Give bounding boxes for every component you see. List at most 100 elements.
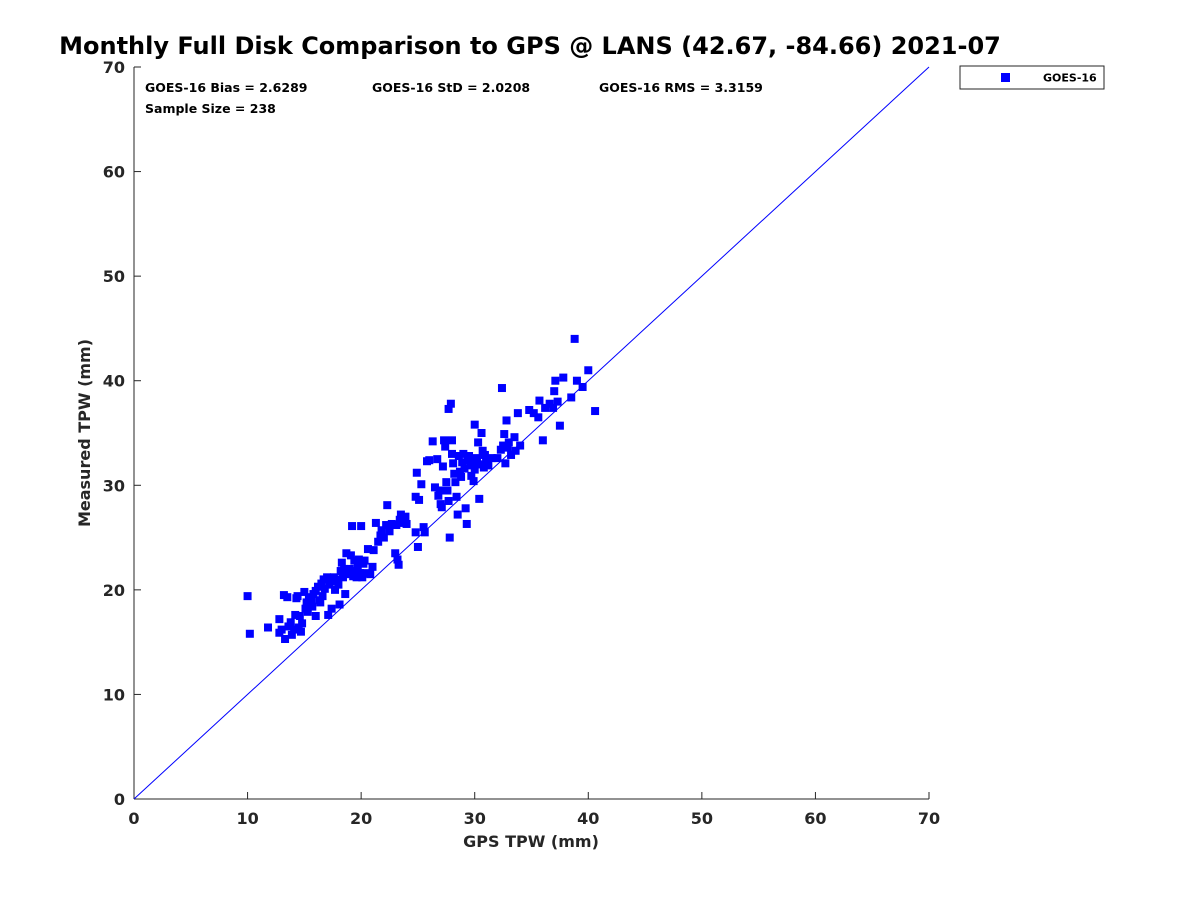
data-point — [317, 579, 326, 588]
data-point — [335, 600, 344, 609]
data-point — [578, 382, 587, 391]
x-tick-label: 70 — [918, 809, 940, 828]
data-point — [551, 376, 560, 385]
y-tick-label: 10 — [103, 685, 125, 704]
data-point — [440, 436, 449, 445]
data-point — [475, 494, 484, 503]
data-point — [510, 433, 519, 442]
data-point — [487, 454, 496, 463]
data-point — [425, 456, 434, 465]
data-point — [366, 570, 375, 579]
legend-marker — [1001, 73, 1010, 82]
data-point — [396, 510, 405, 519]
data-point — [553, 397, 562, 406]
data-point — [516, 441, 525, 450]
data-point — [320, 584, 329, 593]
axis-ticks: 0 10 20 30 40 50 60 70 0 10 20 30 40 50 60 70 — [103, 58, 940, 828]
data-point — [454, 452, 463, 461]
data-point — [459, 449, 468, 458]
data-point — [448, 436, 456, 445]
data-point — [470, 465, 479, 474]
legend-box — [959, 65, 1105, 90]
data-point — [435, 486, 444, 495]
y-tick-label: 50 — [103, 267, 125, 286]
data-point — [541, 403, 550, 412]
data-point — [513, 409, 522, 418]
data-point — [471, 460, 480, 469]
data-point — [341, 590, 350, 599]
data-point — [385, 527, 394, 536]
data-point — [369, 546, 378, 555]
plot-area: 0 10 20 30 40 50 60 70 0 10 20 30 40 50 60 70 — [103, 58, 940, 828]
data-point — [377, 526, 386, 535]
data-point — [500, 430, 509, 439]
data-point — [351, 567, 360, 576]
data-point — [379, 533, 388, 542]
data-point — [484, 461, 493, 470]
data-point — [283, 593, 292, 602]
data-point — [286, 618, 295, 627]
data-point — [419, 523, 428, 532]
data-point — [460, 464, 469, 473]
data-point — [472, 454, 481, 463]
data-point — [361, 569, 370, 578]
data-point — [559, 373, 568, 382]
data-point — [324, 610, 333, 619]
data-point — [281, 635, 290, 644]
data-point — [458, 458, 467, 467]
data-point — [480, 450, 489, 459]
x-axis-label: GPS TPW (mm) — [463, 832, 599, 851]
data-point — [332, 575, 341, 584]
data-point — [441, 442, 450, 451]
data-point — [511, 446, 520, 455]
data-point — [318, 592, 327, 601]
data-point — [284, 622, 293, 631]
data-point — [479, 463, 488, 472]
data-point — [450, 469, 459, 478]
data-point — [584, 366, 593, 375]
data-point — [358, 573, 367, 582]
bias-stat: GOES-16 Bias = 2.6289 — [145, 80, 307, 95]
data-point — [462, 519, 471, 528]
data-point — [411, 528, 420, 537]
data-point — [555, 421, 564, 430]
data-point — [444, 404, 453, 413]
data-point — [277, 625, 286, 634]
data-point — [482, 456, 491, 465]
data-point — [311, 586, 320, 595]
data-point — [350, 556, 359, 565]
x-tick-label: 0 — [128, 809, 139, 828]
data-point — [433, 455, 442, 464]
data-point — [383, 501, 392, 510]
data-point — [346, 551, 355, 560]
data-point — [300, 587, 309, 596]
data-point — [497, 384, 506, 393]
data-point — [343, 570, 352, 579]
data-point — [342, 549, 351, 558]
x-tick-label: 30 — [464, 809, 486, 828]
data-point — [293, 592, 302, 601]
y-tick-label: 30 — [103, 476, 125, 495]
rms-stat: GOES-16 RMS = 3.3159 — [599, 80, 763, 95]
data-point — [413, 542, 422, 551]
data-point — [507, 450, 516, 459]
data-point — [295, 612, 304, 620]
data-point — [496, 445, 505, 454]
y-tick-label: 0 — [114, 790, 125, 809]
data-point — [363, 545, 372, 554]
chart-title: Monthly Full Disk Comparison to GPS @ LA… — [59, 32, 1001, 60]
data-point — [394, 560, 403, 569]
data-point — [550, 387, 559, 396]
data-point — [402, 519, 411, 528]
data-point — [443, 486, 452, 495]
data-point — [442, 478, 451, 487]
data-point — [401, 512, 410, 521]
data-point — [534, 413, 543, 422]
data-point — [567, 393, 576, 402]
data-point — [327, 604, 336, 613]
y-tick-label: 60 — [103, 163, 125, 182]
data-point — [467, 471, 476, 480]
data-point — [449, 459, 458, 468]
data-point — [368, 562, 377, 571]
data-point — [535, 396, 544, 405]
